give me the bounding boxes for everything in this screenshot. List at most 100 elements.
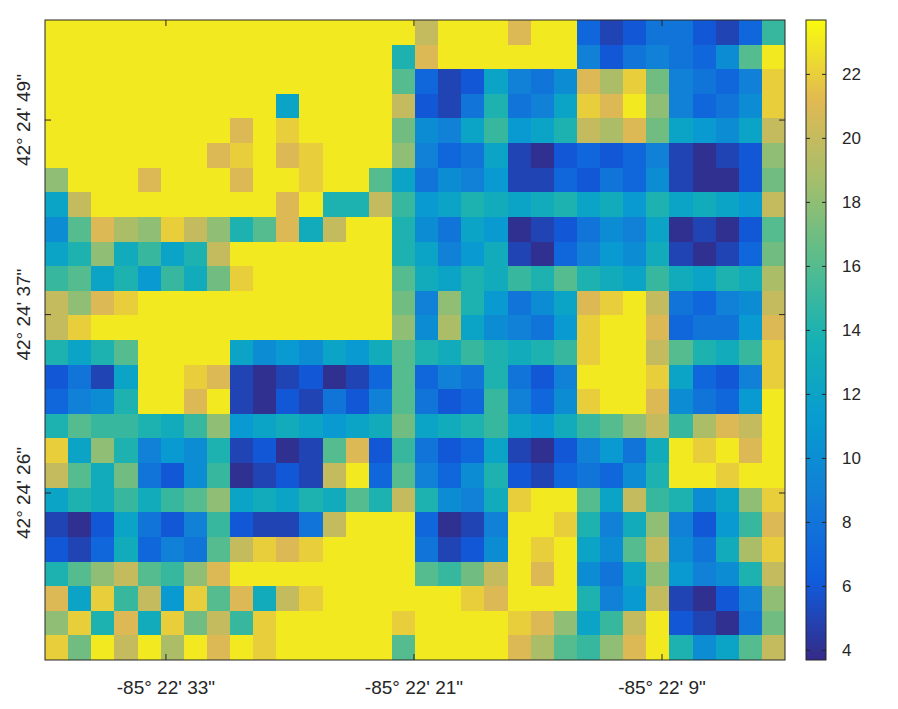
heatmap-cell <box>346 537 370 562</box>
heatmap-cell <box>184 168 208 193</box>
heatmap-cell <box>762 143 785 168</box>
heatmap-cell <box>91 389 115 414</box>
heatmap-cell <box>577 266 601 291</box>
heatmap-cell <box>323 118 347 143</box>
heatmap-cell <box>138 488 162 513</box>
heatmap-cell <box>646 168 670 193</box>
heatmap-cell <box>554 266 578 291</box>
heatmap-cell <box>646 242 670 267</box>
heatmap-cell <box>138 291 162 316</box>
heatmap-cell <box>161 217 185 242</box>
heatmap-cell <box>323 143 347 168</box>
heatmap-cell <box>138 94 162 119</box>
heatmap-cell <box>693 291 717 316</box>
heatmap-cell <box>484 20 508 45</box>
heatmap-cell <box>369 586 393 611</box>
heatmap-cell <box>531 192 555 217</box>
heatmap-cell <box>346 463 370 488</box>
colorbar-tick-label: 12 <box>842 385 861 404</box>
heatmap-cell <box>716 389 740 414</box>
heatmap-cell <box>438 291 462 316</box>
heatmap-cell <box>114 488 138 513</box>
heatmap-cell <box>669 143 693 168</box>
heatmap-cell <box>600 562 624 587</box>
heatmap-cell <box>369 537 393 562</box>
heatmap-cell <box>184 315 208 340</box>
heatmap-cell <box>508 414 532 439</box>
heatmap-cell <box>554 168 578 193</box>
heatmap-cell <box>484 537 508 562</box>
heatmap-cell <box>739 488 763 513</box>
heatmap-cell <box>392 611 416 636</box>
heatmap-cell <box>184 365 208 390</box>
heatmap-cell <box>415 143 439 168</box>
heatmap-cell <box>323 512 347 537</box>
heatmap-cell <box>739 389 763 414</box>
heatmap-cell <box>554 488 578 513</box>
heatmap-cell <box>762 242 785 267</box>
heatmap-cell <box>114 242 138 267</box>
heatmap-cell <box>415 438 439 463</box>
heatmap-cell <box>623 192 647 217</box>
heatmap-cell <box>577 217 601 242</box>
heatmap-cell <box>762 414 785 439</box>
heatmap-cell <box>114 365 138 390</box>
heatmap-cell <box>693 315 717 340</box>
heatmap-cell <box>276 340 300 365</box>
heatmap-cell <box>207 488 231 513</box>
heatmap-cell <box>554 242 578 267</box>
heatmap-cell <box>646 291 670 316</box>
heatmap-cell <box>484 45 508 70</box>
heatmap-cell <box>276 611 300 636</box>
heatmap-cell <box>323 291 347 316</box>
heatmap-cell <box>207 562 231 587</box>
heatmap-cell <box>461 266 485 291</box>
heatmap-cell <box>323 340 347 365</box>
heatmap-cell <box>716 512 740 537</box>
heatmap-cell <box>716 414 740 439</box>
heatmap-cell <box>230 168 254 193</box>
heatmap-cell <box>138 389 162 414</box>
heatmap-cell <box>45 586 69 611</box>
heatmap-cell <box>323 69 347 94</box>
heatmap-cell <box>531 143 555 168</box>
colorbar-tick-label: 16 <box>842 257 861 276</box>
heatmap-cell <box>45 94 69 119</box>
heatmap-cell <box>554 217 578 242</box>
heatmap-cell <box>138 512 162 537</box>
heatmap-cell <box>577 168 601 193</box>
heatmap-cell <box>45 340 69 365</box>
heatmap-cell <box>623 414 647 439</box>
heatmap-cell <box>253 537 277 562</box>
heatmap-cell <box>392 537 416 562</box>
heatmap-cell <box>600 45 624 70</box>
heatmap-cell <box>623 315 647 340</box>
heatmap-cell <box>68 20 92 45</box>
heatmap-cell <box>461 488 485 513</box>
heatmap-cell <box>369 340 393 365</box>
heatmap-cell <box>739 20 763 45</box>
heatmap-cell <box>346 611 370 636</box>
heatmap-cell <box>577 20 601 45</box>
heatmap-cell <box>91 438 115 463</box>
heatmap-cell <box>577 586 601 611</box>
heatmap-cell <box>253 611 277 636</box>
heatmap-cell <box>45 291 69 316</box>
heatmap-cell <box>531 389 555 414</box>
heatmap-cell <box>230 217 254 242</box>
heatmap-cell <box>138 315 162 340</box>
heatmap-cell <box>600 537 624 562</box>
heatmap-cell <box>415 611 439 636</box>
heatmap-cell <box>323 192 347 217</box>
colorbar-tick <box>806 330 810 331</box>
heatmap-cell <box>739 365 763 390</box>
heatmap-cell <box>484 94 508 119</box>
heatmap-cell <box>762 291 785 316</box>
heatmap-cell <box>161 242 185 267</box>
heatmap-cell <box>461 463 485 488</box>
heatmap-cell <box>693 414 717 439</box>
heatmap-cell <box>392 94 416 119</box>
heatmap-cell <box>577 69 601 94</box>
heatmap-cell <box>438 45 462 70</box>
heatmap-cell <box>739 143 763 168</box>
